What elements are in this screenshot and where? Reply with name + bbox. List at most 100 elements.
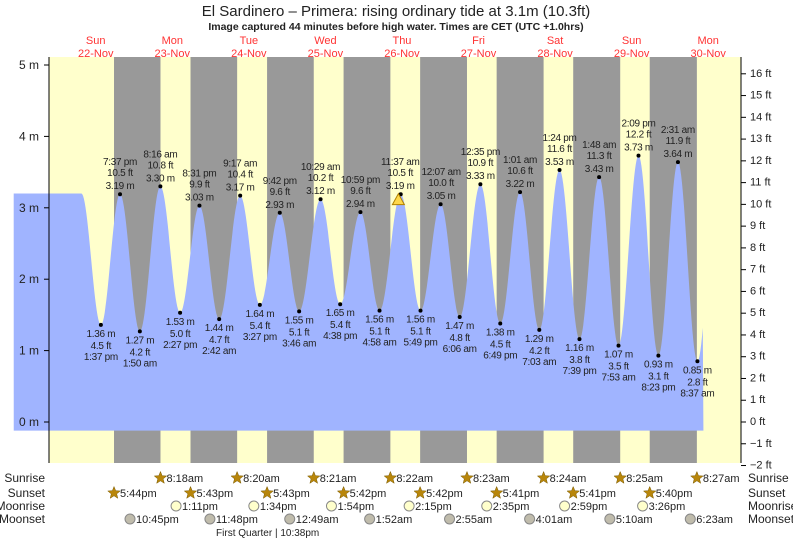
sunrise-time: 8:18am — [166, 473, 203, 485]
low-tide-time: 7:53 am — [601, 373, 635, 384]
low-tide-label: 1.65 m5.4 ft4:38 pm — [323, 308, 357, 342]
low-tide-label: 1.29 m4.2 ft7:03 am — [522, 334, 556, 368]
high-tide-time: 10:29 am — [301, 162, 340, 173]
feet-tick-label: 10 ft — [750, 198, 771, 210]
moonset-moon-icon — [284, 513, 296, 525]
sunset-star-icon — [107, 485, 121, 499]
moonset-time: 6:23am — [696, 514, 733, 526]
high-tide-meters: 3.17 m — [226, 183, 255, 194]
high-tide-feet: 10.2 ft — [308, 173, 334, 184]
high-tide-meters: 3.64 m — [664, 149, 693, 160]
low-tide-label: 1.64 m5.4 ft3:27 pm — [243, 309, 277, 343]
low-tide-label: 1.56 m5.1 ft4:58 am — [363, 315, 397, 349]
feet-tick-label: 1 ft — [750, 394, 765, 406]
high-tide-feet: 10.5 ft — [107, 168, 133, 179]
low-tide-meters: 1.29 m — [525, 334, 554, 345]
moonrise-moon-icon — [559, 500, 571, 512]
high-tide-time: 10:59 pm — [341, 175, 380, 186]
low-tide-label: 1.27 m4.2 ft1:50 am — [123, 335, 157, 369]
low-tide-meters: 1.55 m — [285, 315, 314, 326]
low-tide-time: 7:03 am — [522, 357, 556, 368]
moonset-time: 12:49am — [296, 514, 339, 526]
feet-tick-label: 7 ft — [750, 264, 765, 276]
moonrise-moon-icon — [637, 500, 649, 512]
low-tide-point — [498, 321, 503, 326]
sunset-row-label-left: Sunset — [8, 486, 46, 500]
low-tide-meters: 1.47 m — [445, 321, 474, 332]
low-tide-point — [137, 329, 142, 334]
meter-tick-label: 2 m — [19, 272, 39, 286]
low-tide-time: 4:38 pm — [323, 331, 357, 342]
moonset-time: 4:01am — [536, 514, 573, 526]
low-tide-feet: 4.5 ft — [490, 339, 511, 350]
high-tide-time: 7:37 pm — [103, 157, 137, 168]
low-tide-feet: 4.8 ft — [449, 333, 470, 344]
day-labels: Sun22-NovMon23-NovTue24-NovWed25-NovThu2… — [78, 35, 726, 60]
feet-tick-label: 14 ft — [750, 111, 771, 123]
axes: 0 m 1 m 2 m 3 m 4 m 5 m −2 ft −1 ft 0 ft 1 ft 2 ft… — [19, 57, 772, 472]
high-tide-meters: 3.22 m — [506, 179, 535, 190]
low-tide-meters: 0.93 m — [644, 360, 673, 371]
low-tide-meters: 1.16 m — [565, 343, 594, 354]
sunset-row-label-right: Sunset — [748, 486, 786, 500]
sunrise-time: 8:21am — [320, 473, 357, 485]
day-name-label: Wed — [314, 35, 336, 47]
high-tide-label: 8:31 pm9.9 ft 3.03 m — [182, 169, 216, 204]
low-tide-meters: 1.56 m — [365, 315, 394, 326]
moonset-time: 11:48pm — [216, 514, 258, 526]
low-tide-meters: 0.85 m — [683, 365, 712, 376]
current-tide-warning-icon — [391, 192, 406, 206]
chart-title: El Sardinero – Primera: rising ordinary … — [202, 3, 591, 20]
low-tide-label: 0.85 m2.8 ft8:37 am — [680, 365, 714, 399]
high-tide-time: 11:37 am — [381, 157, 420, 168]
low-tide-point — [457, 315, 462, 320]
high-tide-time: 1:01 am — [503, 155, 537, 166]
feet-tick-label: −2 ft — [750, 460, 772, 472]
high-tide-feet: 10.9 ft — [468, 158, 494, 169]
high-tide-feet: 9.9 ft — [189, 180, 210, 191]
low-tide-point — [695, 359, 700, 364]
sunrise-row-label-right: Sunrise — [748, 471, 789, 485]
low-tide-label: 1.38 m4.5 ft6:49 pm — [483, 327, 517, 361]
moonrise-time: 1:11pm — [182, 501, 218, 513]
high-tide-label: 10:59 pm9.6 ft 2.94 m — [341, 175, 381, 210]
plot-area — [13, 57, 741, 463]
sunrise-row-label-left: Sunrise — [4, 471, 45, 485]
moonset-moon-icon — [124, 513, 136, 525]
moonset-moon-icon — [204, 513, 216, 525]
low-tide-feet: 5.4 ft — [250, 321, 271, 332]
high-tide-point — [277, 210, 282, 215]
day-name-label: Sat — [547, 35, 564, 47]
feet-tick-label: 12 ft — [750, 155, 771, 167]
feet-tick-label: 16 ft — [750, 68, 771, 80]
moonset-moon-icon — [524, 513, 536, 525]
high-tide-meters: 3.33 m — [466, 171, 495, 182]
meter-tick-label: 5 m — [19, 58, 39, 72]
sunset-star-icon — [566, 485, 581, 499]
high-tide-feet: 10.0 ft — [428, 178, 454, 189]
sunrise-star-icon — [230, 470, 244, 484]
moonset-time: 10:45pm — [136, 514, 179, 526]
low-tide-feet: 5.0 ft — [170, 329, 191, 340]
sunrise-star-icon — [153, 470, 168, 484]
sunrise-time: 8:20am — [243, 473, 280, 485]
low-tide-feet: 4.7 ft — [209, 335, 230, 346]
feet-tick-label: 5 ft — [750, 307, 765, 319]
sunrise-star-icon — [536, 470, 551, 484]
low-tide-point — [577, 337, 582, 342]
high-tide-meters: 3.19 m — [106, 181, 135, 192]
moonrise-time: 1:34pm — [260, 501, 297, 513]
moonrise-moon-icon — [325, 500, 337, 512]
moonset-moon-icon — [604, 513, 616, 525]
low-tide-time: 8:23 pm — [641, 383, 675, 394]
moonrise-time: 2:35pm — [493, 501, 530, 513]
low-tide-time: 6:49 pm — [483, 350, 517, 361]
